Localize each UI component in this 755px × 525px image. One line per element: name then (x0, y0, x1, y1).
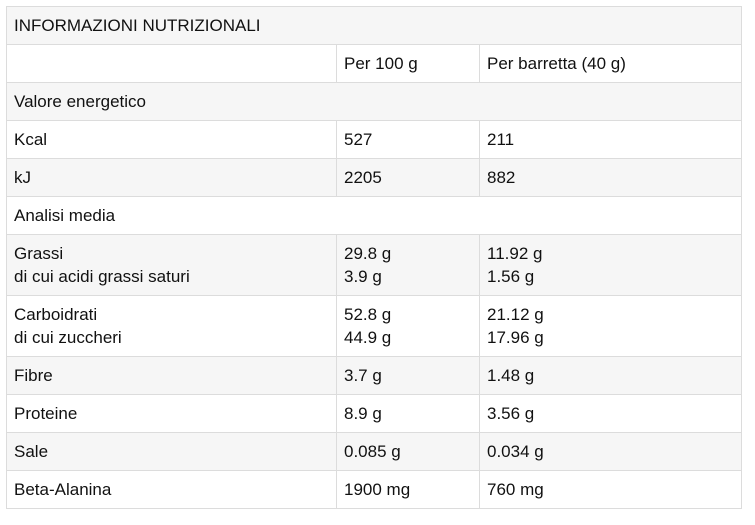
value-per-bar: 17.96 g (487, 328, 544, 347)
value-per-bar: 21.12 g (487, 305, 544, 324)
value-per-100g: 44.9 g (344, 328, 392, 347)
value-per-bar-cell: 1.48 g (479, 356, 742, 395)
value-per-100g-cell: 527 (336, 120, 480, 159)
nutrient-label: Proteine (14, 404, 78, 423)
value-per-100g-cell: 52.8 g 44.9 g (336, 295, 480, 357)
value-per-bar-cell: 0.034 g (479, 432, 742, 471)
value-per-bar-cell: 760 mg (479, 470, 742, 509)
value-per-100g-cell: 29.8 g 3.9 g (336, 234, 480, 296)
section-row: Analisi media (6, 196, 742, 235)
nutrient-label-cell: Beta-Alanina (6, 470, 337, 509)
value-per-bar-cell: 21.12 g 17.96 g (479, 295, 742, 357)
table-row: Fibre 3.7 g 1.48 g (6, 356, 742, 395)
section-label: Analisi media (6, 196, 742, 235)
table-row: Beta-Alanina 1900 mg 760 mg (6, 470, 742, 509)
nutrient-label-cell: kJ (6, 158, 337, 197)
table-row: Kcal 527 211 (6, 120, 742, 159)
table-title: INFORMAZIONI NUTRIZIONALI (6, 6, 742, 45)
nutrient-label-cell: Fibre (6, 356, 337, 395)
value-per-100g-cell: 3.7 g (336, 356, 480, 395)
value-per-100g-cell: 0.085 g (336, 432, 480, 471)
nutrient-label-cell: Grassi di cui acidi grassi saturi (6, 234, 337, 296)
nutrient-label: Grassi (14, 244, 64, 263)
value-per-100g-cell: 2205 (336, 158, 480, 197)
nutrient-label-cell: Proteine (6, 394, 337, 433)
header-per-bar: Per barretta (40 g) (479, 44, 742, 83)
nutrient-label: di cui acidi grassi saturi (14, 267, 190, 286)
value-per-100g: 0.085 g (344, 442, 401, 461)
section-row: Valore energetico (6, 82, 742, 121)
value-per-bar-cell: 3.56 g (479, 394, 742, 433)
nutrient-label: kJ (14, 168, 31, 187)
nutrient-label-cell: Kcal (6, 120, 337, 159)
nutrient-label: Sale (14, 442, 49, 461)
header-empty (6, 44, 337, 83)
value-per-bar-cell: 11.92 g 1.56 g (479, 234, 742, 296)
value-per-bar: 1.56 g (487, 267, 535, 286)
value-per-bar: 11.92 g (487, 244, 543, 263)
value-per-100g: 527 (344, 130, 373, 149)
value-per-100g-cell: 8.9 g (336, 394, 480, 433)
nutrient-label-cell: Carboidrati di cui zuccheri (6, 295, 337, 357)
value-per-bar-cell: 882 (479, 158, 742, 197)
nutrient-label: Kcal (14, 130, 48, 149)
value-per-bar: 0.034 g (487, 442, 544, 461)
header-row: Per 100 g Per barretta (40 g) (6, 44, 742, 83)
nutrition-table: INFORMAZIONI NUTRIZIONALI Per 100 g Per … (6, 6, 742, 509)
section-label: Valore energetico (6, 82, 742, 121)
nutrient-label: Beta-Alanina (14, 480, 112, 499)
value-per-bar: 760 mg (487, 480, 544, 499)
table-row: Proteine 8.9 g 3.56 g (6, 394, 742, 433)
nutrient-label: Fibre (14, 366, 53, 385)
value-per-100g: 1900 mg (344, 480, 411, 499)
value-per-bar: 1.48 g (487, 366, 535, 385)
title-row: INFORMAZIONI NUTRIZIONALI (6, 6, 742, 45)
table-row: Carboidrati di cui zuccheri 52.8 g 44.9 g 21… (6, 295, 742, 357)
value-per-bar: 3.56 g (487, 404, 535, 423)
value-per-bar: 882 (487, 168, 516, 187)
nutrient-label: Carboidrati (14, 305, 98, 324)
value-per-100g: 2205 (344, 168, 382, 187)
value-per-100g: 3.7 g (344, 366, 382, 385)
value-per-bar-cell: 211 (479, 120, 742, 159)
value-per-100g: 52.8 g (344, 305, 392, 324)
table-row: Grassi di cui acidi grassi saturi 29.8 g 3.… (6, 234, 742, 296)
header-per-100g: Per 100 g (336, 44, 480, 83)
value-per-100g: 29.8 g (344, 244, 392, 263)
value-per-100g-cell: 1900 mg (336, 470, 480, 509)
value-per-100g: 8.9 g (344, 404, 382, 423)
table-row: kJ 2205 882 (6, 158, 742, 197)
value-per-100g: 3.9 g (344, 267, 382, 286)
nutrient-label-cell: Sale (6, 432, 337, 471)
nutrient-label: di cui zuccheri (14, 328, 122, 347)
table-row: Sale 0.085 g 0.034 g (6, 432, 742, 471)
value-per-bar: 211 (487, 130, 515, 149)
